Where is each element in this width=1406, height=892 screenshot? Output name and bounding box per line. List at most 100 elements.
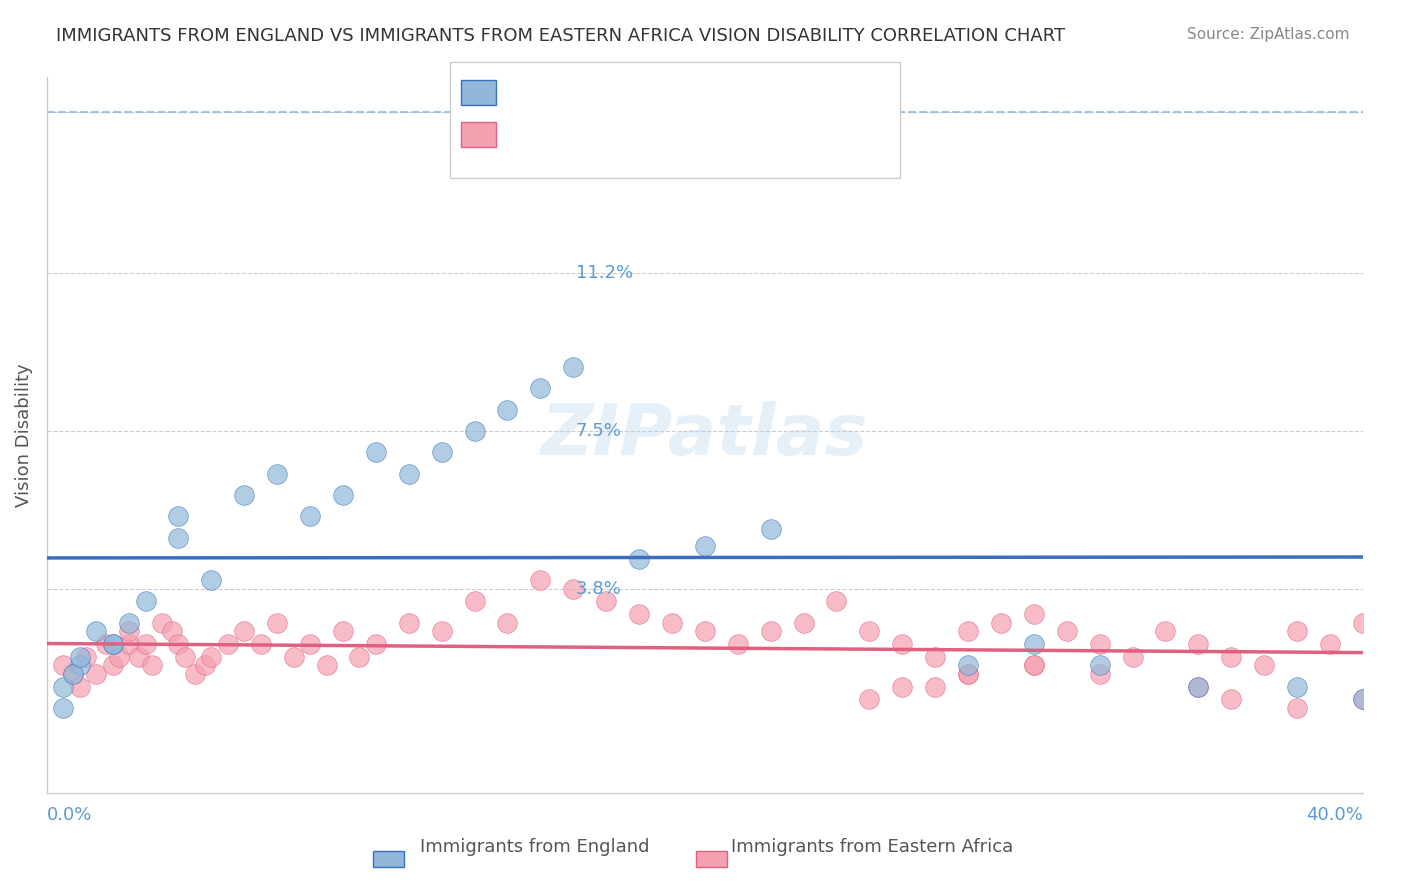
- Text: Immigrants from England: Immigrants from England: [419, 838, 650, 856]
- Point: [529, 381, 551, 395]
- Point: [75, 649, 97, 664]
- Point: [200, 573, 222, 587]
- Point: [957, 667, 980, 681]
- Point: [1187, 637, 1209, 651]
- Text: 3.8%: 3.8%: [576, 580, 621, 598]
- Point: [101, 637, 124, 651]
- Point: [167, 637, 190, 651]
- Point: [266, 467, 288, 481]
- Point: [364, 637, 387, 651]
- Point: [1122, 649, 1144, 664]
- Point: [118, 624, 141, 639]
- Point: [1056, 624, 1078, 639]
- Text: 15.0%: 15.0%: [576, 103, 633, 120]
- Point: [1351, 692, 1374, 706]
- Point: [398, 615, 420, 630]
- Point: [891, 637, 914, 651]
- Point: [108, 649, 131, 664]
- Point: [990, 615, 1012, 630]
- Point: [430, 445, 453, 459]
- Point: [793, 615, 815, 630]
- Point: [1187, 680, 1209, 694]
- Point: [924, 649, 946, 664]
- Point: [101, 658, 124, 673]
- Point: [1088, 667, 1111, 681]
- Point: [1286, 680, 1309, 694]
- Point: [52, 658, 75, 673]
- Point: [283, 649, 305, 664]
- Point: [1351, 615, 1374, 630]
- Text: ZIPatlas: ZIPatlas: [541, 401, 869, 470]
- Text: Immigrants from Eastern Africa: Immigrants from Eastern Africa: [731, 838, 1012, 856]
- Point: [299, 637, 322, 651]
- Point: [69, 680, 91, 694]
- Point: [332, 624, 354, 639]
- Point: [84, 624, 107, 639]
- Point: [1220, 649, 1243, 664]
- Point: [1286, 624, 1309, 639]
- Text: R = 0.134: R = 0.134: [503, 126, 602, 145]
- Point: [141, 658, 163, 673]
- Point: [562, 582, 585, 596]
- Point: [759, 522, 782, 536]
- Point: [1022, 658, 1045, 673]
- Point: [52, 701, 75, 715]
- Point: [1088, 658, 1111, 673]
- Point: [364, 445, 387, 459]
- Point: [1319, 637, 1341, 651]
- Point: [299, 509, 322, 524]
- Point: [118, 637, 141, 651]
- Point: [174, 649, 197, 664]
- Text: 0.0%: 0.0%: [46, 806, 93, 824]
- Point: [496, 402, 519, 417]
- Point: [1022, 658, 1045, 673]
- Point: [118, 615, 141, 630]
- Point: [62, 667, 84, 681]
- Point: [135, 637, 157, 651]
- Point: [957, 624, 980, 639]
- Point: [858, 624, 880, 639]
- Point: [727, 637, 749, 651]
- Point: [150, 615, 173, 630]
- Text: 40.0%: 40.0%: [1306, 806, 1362, 824]
- Point: [430, 624, 453, 639]
- Point: [167, 531, 190, 545]
- Point: [496, 615, 519, 630]
- Text: 11.2%: 11.2%: [576, 264, 633, 283]
- Point: [661, 615, 683, 630]
- Text: N = 34: N = 34: [675, 84, 744, 103]
- Point: [759, 624, 782, 639]
- Point: [1154, 624, 1177, 639]
- Text: IMMIGRANTS FROM ENGLAND VS IMMIGRANTS FROM EASTERN AFRICA VISION DISABILITY CORR: IMMIGRANTS FROM ENGLAND VS IMMIGRANTS FR…: [56, 27, 1066, 45]
- Point: [628, 607, 651, 622]
- Point: [1220, 692, 1243, 706]
- Point: [957, 667, 980, 681]
- Point: [315, 658, 337, 673]
- Point: [825, 594, 848, 608]
- Point: [233, 624, 256, 639]
- Point: [135, 594, 157, 608]
- Point: [332, 488, 354, 502]
- Point: [266, 615, 288, 630]
- Point: [398, 467, 420, 481]
- Point: [249, 637, 271, 651]
- Text: R = 0.390: R = 0.390: [503, 84, 602, 103]
- Point: [1088, 637, 1111, 651]
- Text: N = 72: N = 72: [675, 126, 744, 145]
- Point: [529, 573, 551, 587]
- Point: [160, 624, 183, 639]
- Point: [69, 649, 91, 664]
- Text: Source: ZipAtlas.com: Source: ZipAtlas.com: [1187, 27, 1350, 42]
- Point: [957, 658, 980, 673]
- Text: 7.5%: 7.5%: [576, 422, 621, 440]
- Point: [693, 624, 716, 639]
- Point: [693, 539, 716, 553]
- Point: [62, 667, 84, 681]
- Point: [858, 692, 880, 706]
- Point: [464, 594, 486, 608]
- Point: [194, 658, 217, 673]
- Point: [167, 509, 190, 524]
- Point: [1022, 637, 1045, 651]
- Y-axis label: Vision Disability: Vision Disability: [15, 363, 32, 508]
- Point: [52, 680, 75, 694]
